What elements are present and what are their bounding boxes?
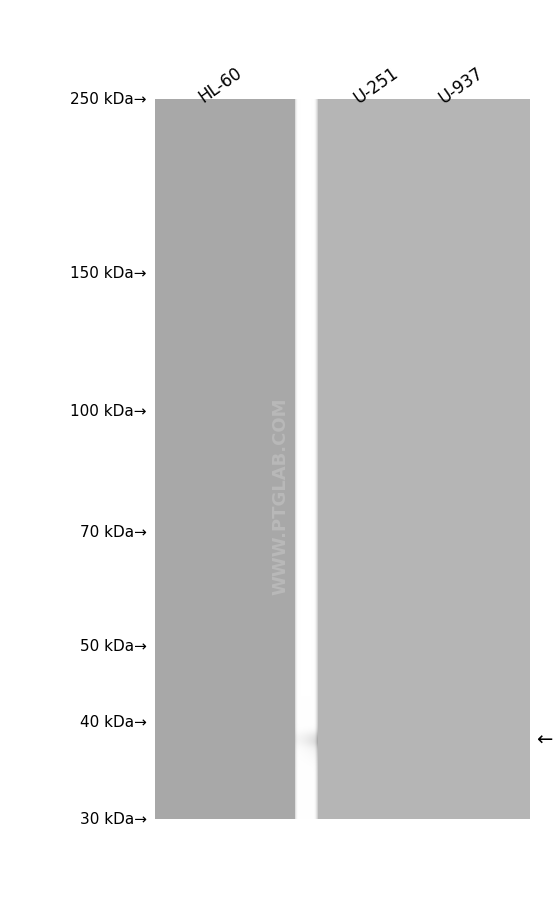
Text: 50 kDa→: 50 kDa→ [80,639,147,653]
Text: 150 kDa→: 150 kDa→ [70,266,147,281]
Text: 100 kDa→: 100 kDa→ [70,403,147,419]
Text: HL-60: HL-60 [195,64,245,106]
Text: 40 kDa→: 40 kDa→ [80,714,147,729]
Text: 250 kDa→: 250 kDa→ [70,92,147,107]
Text: 30 kDa→: 30 kDa→ [80,812,147,826]
Text: 70 kDa→: 70 kDa→ [80,524,147,539]
Text: ←: ← [535,730,552,749]
Text: U-937: U-937 [436,64,487,107]
Text: WWW.PTGLAB.COM: WWW.PTGLAB.COM [271,398,289,594]
Text: U-251: U-251 [351,64,402,107]
